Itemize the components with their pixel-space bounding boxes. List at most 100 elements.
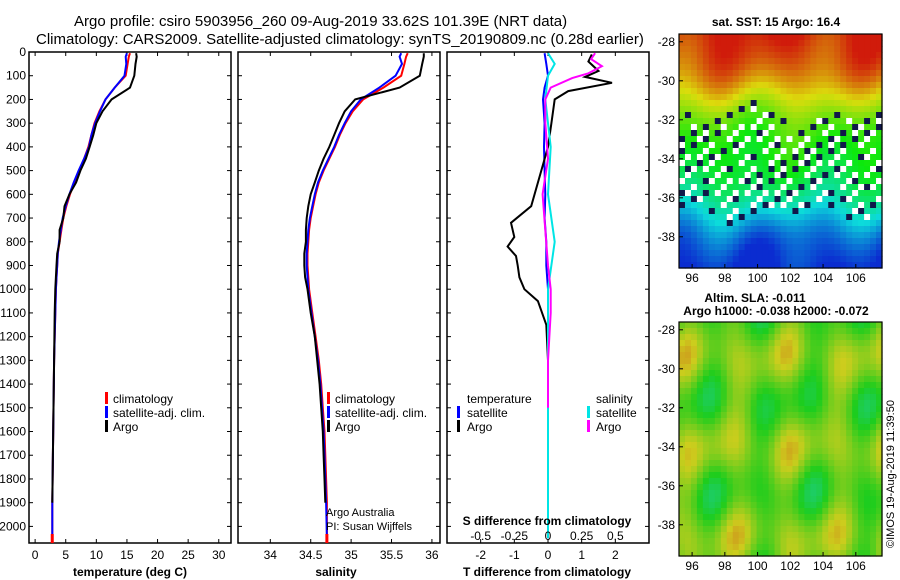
map-cell: [750, 406, 758, 413]
map-cell: [780, 142, 788, 149]
map-cell: [846, 46, 853, 53]
map-cell: [804, 508, 811, 515]
map-cell: [762, 94, 770, 101]
map-y-tick-label: -36: [658, 479, 676, 493]
map-cell: [810, 454, 817, 461]
map-cell: [840, 100, 847, 107]
map-cell: [822, 142, 829, 149]
map-cell: [852, 112, 859, 119]
map-cell: [804, 100, 811, 107]
map-cell: [732, 130, 740, 137]
map-cell: [858, 58, 865, 65]
map-cell: [726, 130, 734, 137]
map-cell: [756, 112, 764, 119]
s-tick-label: -0.25: [501, 529, 529, 543]
map-cell: [744, 94, 752, 101]
map-cell: [822, 112, 829, 119]
map-cell: [702, 166, 710, 173]
map-cell: [732, 190, 740, 197]
map-cell: [679, 364, 686, 371]
map-cell: [774, 250, 782, 257]
map-cell: [858, 214, 865, 221]
map-cell: [690, 112, 698, 119]
map-cell: [690, 118, 698, 125]
map-cell: [720, 544, 728, 551]
map-cell: [798, 58, 805, 65]
map-cell: [870, 190, 877, 197]
map-cell: [708, 250, 716, 257]
map-cell: [756, 250, 764, 257]
depth-tick-label: 2000: [0, 519, 26, 533]
map-cell: [762, 214, 770, 221]
map-cell: [840, 172, 847, 179]
map-cell: [810, 334, 817, 341]
map-cell: [702, 82, 710, 89]
map-cell: [744, 490, 752, 497]
map-cell: [792, 256, 800, 263]
map-cell: [780, 496, 788, 503]
map-cell: [726, 142, 734, 149]
map-cell: [816, 532, 823, 539]
map-cell: [852, 52, 859, 59]
map-cell: [684, 208, 692, 215]
map-cell: [762, 250, 770, 257]
map-cell: [756, 376, 764, 383]
map-cell: [732, 508, 740, 515]
map-cell: [768, 160, 776, 167]
map-cell: [864, 226, 871, 233]
map-cell: [786, 214, 794, 221]
map-cell: [720, 484, 728, 491]
map-cell: [816, 184, 823, 191]
map-cell: [679, 166, 686, 173]
map-cell: [828, 76, 835, 83]
map-cell: [846, 58, 853, 65]
map-cell: [816, 328, 823, 335]
map-cell: [858, 544, 865, 551]
map-cell: [780, 394, 788, 401]
map-cell: [744, 520, 752, 527]
map-cell: [840, 106, 847, 113]
map-cell: [858, 370, 865, 377]
map-cell: [828, 484, 835, 491]
map-cell: [696, 118, 704, 125]
map-cell: [768, 442, 776, 449]
map-cell: [834, 550, 841, 557]
map-cell: [774, 130, 782, 137]
map-cell: [798, 136, 805, 143]
map-cell: [846, 76, 853, 83]
map-cell: [786, 382, 794, 389]
map-cell: [798, 400, 805, 407]
map-cell: [798, 508, 805, 515]
map-cell: [750, 538, 758, 545]
map-cell: [834, 436, 841, 443]
map-cell: [726, 94, 734, 101]
map-cell: [834, 358, 841, 365]
map-cell: [738, 514, 746, 521]
map-cell: [876, 394, 883, 401]
map-cell: [756, 484, 764, 491]
map-cell: [786, 76, 794, 83]
map-cell: [726, 238, 734, 245]
map-cell: [816, 400, 823, 407]
map-cell: [762, 448, 770, 455]
map-cell: [714, 142, 722, 149]
map-cell: [684, 142, 692, 149]
map-cell: [822, 376, 829, 383]
map-cell: [744, 58, 752, 65]
map-cell: [804, 220, 811, 227]
map-cell: [738, 52, 746, 59]
map-cell: [702, 106, 710, 113]
map-cell: [870, 64, 877, 71]
map-cell: [846, 208, 853, 215]
map-cell: [876, 58, 883, 65]
map-cell: [828, 496, 835, 503]
map-cell: [828, 124, 835, 131]
map-cell: [696, 112, 704, 119]
map-cell: [702, 70, 710, 77]
map-cell: [792, 190, 800, 197]
map-cell: [702, 370, 710, 377]
map-cell: [846, 52, 853, 59]
map-cell: [696, 154, 704, 161]
map-cell: [720, 220, 728, 227]
map-cell: [870, 328, 877, 335]
